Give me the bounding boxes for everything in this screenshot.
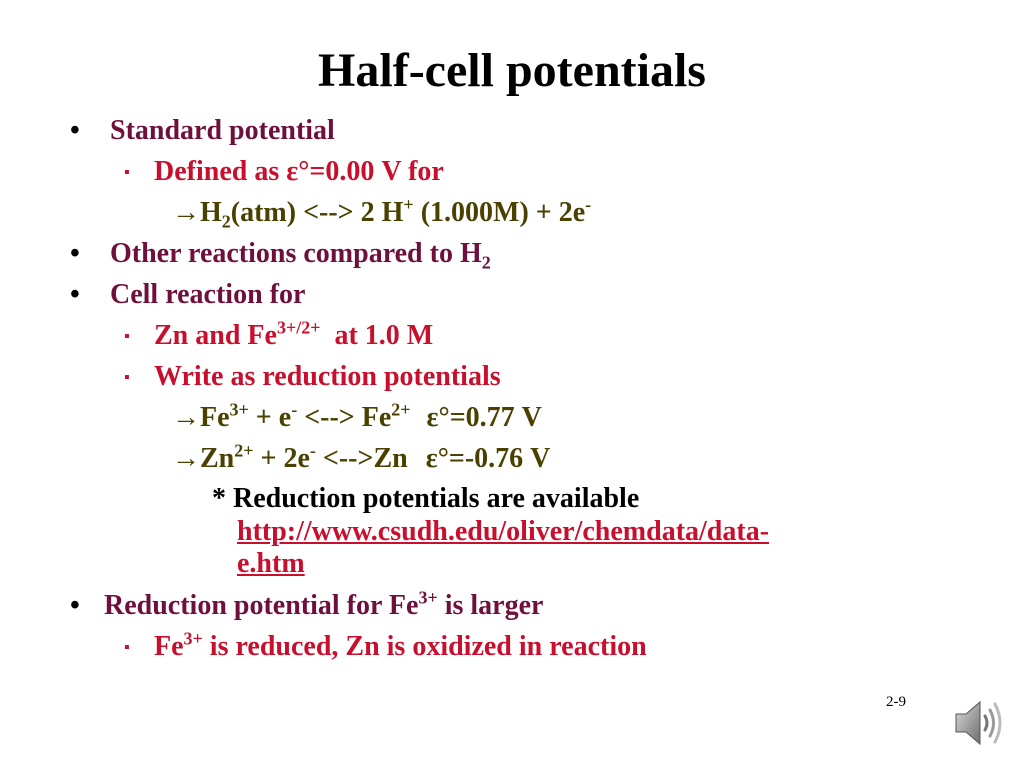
bullet-text: Reduction potential for Fe3+ is larger [104,587,544,621]
square-bullet: ▪ [124,328,130,345]
chemdata-link-continued[interactable]: e.htm [237,548,305,579]
note-reduction-available: * Reduction potentials are available [212,483,640,514]
square-bullet: ▪ [124,164,130,181]
square-bullet: ▪ [124,639,130,656]
subbullet-text: Write as reduction potentials [154,361,501,392]
equation-iron: →Fe3+ + e- <--> Fe2+ ε°=0.77 V [172,399,542,433]
slide-title: Half-cell potentials [318,44,706,97]
bullet-standard-potential: • Standard potential [70,114,335,148]
page-number: 2-9 [886,694,906,710]
subbullet-text: Defined as ε°=0.00 V for [154,156,444,187]
link-chemdata-line1[interactable]: http://www.csudh.edu/oliver/chemdata/dat… [237,516,769,548]
bullet-text: Cell reaction for [110,279,306,310]
link-chemdata-line2[interactable]: e.htm [237,548,305,580]
subbullet-text: Fe3+ is reduced, Zn is oxidized in react… [154,628,647,662]
bullet-dot: • [70,238,80,269]
chemdata-link[interactable]: http://www.csudh.edu/oliver/chemdata/dat… [237,516,770,547]
bullet-dot: • [70,115,80,146]
square-bullet: ▪ [124,369,130,386]
bullet-dot: • [70,279,80,310]
subbullet-text: Zn and Fe3+/2+ at 1.0 M [154,317,434,351]
bullet-cell-reaction: • Cell reaction for [70,278,305,312]
bullet-text: Standard potential [110,115,335,146]
bullet-dot: • [70,590,80,621]
bullet-other-reactions: • Other reactions compared to H2 [70,237,491,272]
equation-hydrogen: →H2(atm) <--> 2 H+ (1.000M) + 2e- [172,194,592,232]
speaker-icon[interactable] [952,696,1008,755]
bullet-text: Other reactions compared to H2 [110,238,491,273]
bullet-reduction-larger: • Reduction potential for Fe3+ is larger [70,589,543,623]
equation-zinc: →Zn2+ + 2e- <-->Zn ε°=-0.76 V [172,440,551,474]
